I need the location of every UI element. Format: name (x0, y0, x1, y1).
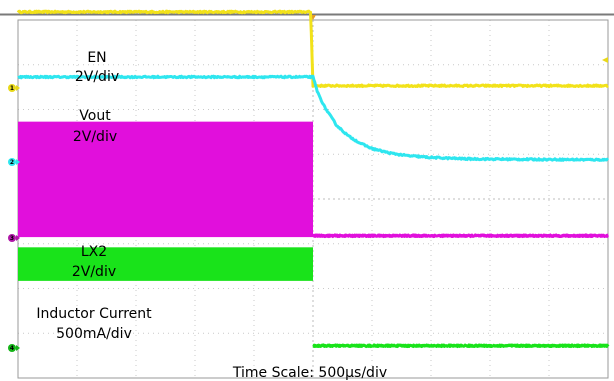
scale-label-en: 2V/div (75, 69, 119, 85)
channel-marker-en-number: 1 (10, 85, 14, 92)
series-label-en: EN (87, 50, 106, 66)
traces (16, 9, 610, 349)
channel-marker-vout: 2 (8, 158, 20, 166)
scale-label-lx2: 2V/div (72, 264, 116, 280)
trace-vout-line (17, 74, 610, 162)
labels: EN 2V/div Vout 2V/div LX2 2V/div Inducto… (36, 50, 387, 381)
channel-marker-inductor-current-number: 4 (10, 345, 14, 352)
series-label-inductor-current: Inductor Current (36, 306, 152, 322)
scale-label-inductor-current: 500mA/div (56, 326, 132, 342)
channel-marker-vout-arrow (16, 159, 20, 165)
trace-inductor-current-ripple (18, 247, 313, 281)
trace-lx2 (18, 121, 610, 239)
channel-marker-en: 1 (8, 84, 20, 92)
channel-marker-vout-dot (8, 158, 16, 166)
trace-en (16, 9, 609, 89)
channel-marker-lx2-number: 3 (10, 235, 14, 242)
channel-marker-lx2-arrow (16, 235, 20, 241)
trace-lx2-line (311, 233, 610, 239)
channel-marker-en-dot (8, 84, 16, 92)
channel-marker-inductor-current: 4 (8, 344, 20, 352)
trace-en-line (16, 9, 609, 89)
channel-marker-en-arrow (16, 85, 20, 91)
channel-marker-inductor-current-dot (8, 344, 16, 352)
series-label-lx2: LX2 (81, 244, 107, 260)
channel-markers: 1 2 3 4 (8, 57, 608, 352)
channel-marker-lx2: 3 (8, 234, 20, 242)
scale-label-vout: 2V/div (73, 129, 117, 145)
channel-marker-inductor-current-arrow (16, 345, 20, 351)
channel-marker-vout-number: 2 (10, 159, 14, 166)
channel-marker-lx2-dot (8, 234, 16, 242)
trace-lx2-switching (18, 121, 313, 238)
x-axis-label: Time Scale: 500µs/div (232, 365, 387, 381)
trace-vout (17, 74, 610, 162)
trace-inductor-current-line (311, 343, 610, 349)
series-label-vout: Vout (79, 108, 111, 124)
trigger-level-marker (602, 57, 608, 63)
trace-inductor-current (18, 247, 610, 349)
